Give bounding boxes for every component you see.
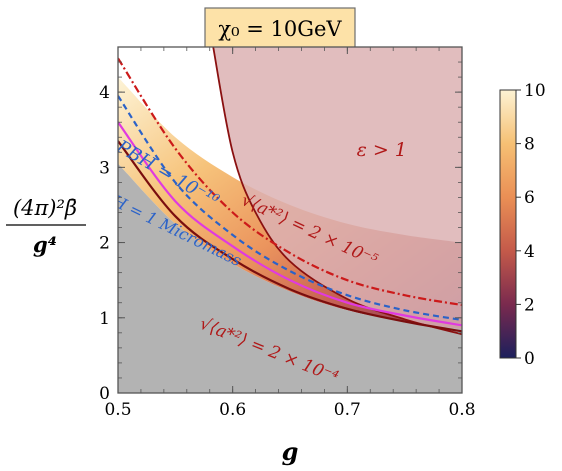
y-tick-label: 2 xyxy=(99,234,110,254)
series-line-3 xyxy=(118,140,462,333)
y-axis-label-numerator: (4π)²β̄ xyxy=(13,196,77,220)
epsilon-boundary xyxy=(212,47,462,336)
colorbar-tick-label: 2 xyxy=(524,295,535,315)
title-box xyxy=(204,7,356,49)
chart-title: χ₀ = 10GeV xyxy=(218,17,342,41)
colorbar-tick-label: 0 xyxy=(524,349,535,369)
series-line-0 xyxy=(118,121,462,327)
y-tick-label: 1 xyxy=(99,309,110,329)
plot-area: ε > 1f_PBH = 10⁻¹⁰f_PBH = 1 Micromass√⟨a… xyxy=(118,47,462,393)
x-tick-label: 0.8 xyxy=(448,400,475,420)
colorbar-tick-label: 10 xyxy=(524,81,546,101)
plot-frame xyxy=(117,46,463,394)
x-tick-label: 0.6 xyxy=(219,400,246,420)
colorbar-tick-label: 8 xyxy=(524,135,535,155)
colorbar-gradient xyxy=(499,89,517,359)
y-axis-label-denominator: g⁴ xyxy=(33,232,57,257)
series-line-2 xyxy=(118,57,462,307)
colorbar-tick-label: 6 xyxy=(524,188,535,208)
y-tick-label: 0 xyxy=(99,384,110,404)
colorbar-tick-label: 4 xyxy=(524,242,535,262)
y-axis-label: (4π)²β̄ g⁴ xyxy=(6,196,86,257)
annotation-0: ε > 1 xyxy=(357,139,407,161)
x-axis-label: g xyxy=(282,437,299,466)
epsilon-region xyxy=(213,47,462,335)
axes: 0.5 0.6 0.7 0.8 0 1 2 3 4 xyxy=(99,47,476,420)
colorbar: 0 2 4 6 8 10 xyxy=(499,81,546,369)
y-tick-label: 4 xyxy=(99,83,110,103)
series-line-1 xyxy=(118,95,462,322)
x-tick-label: 0.5 xyxy=(104,400,131,420)
excluded-region xyxy=(118,163,462,393)
x-tick-label: 0.7 xyxy=(334,400,361,420)
y-tick-label: 3 xyxy=(99,158,110,178)
